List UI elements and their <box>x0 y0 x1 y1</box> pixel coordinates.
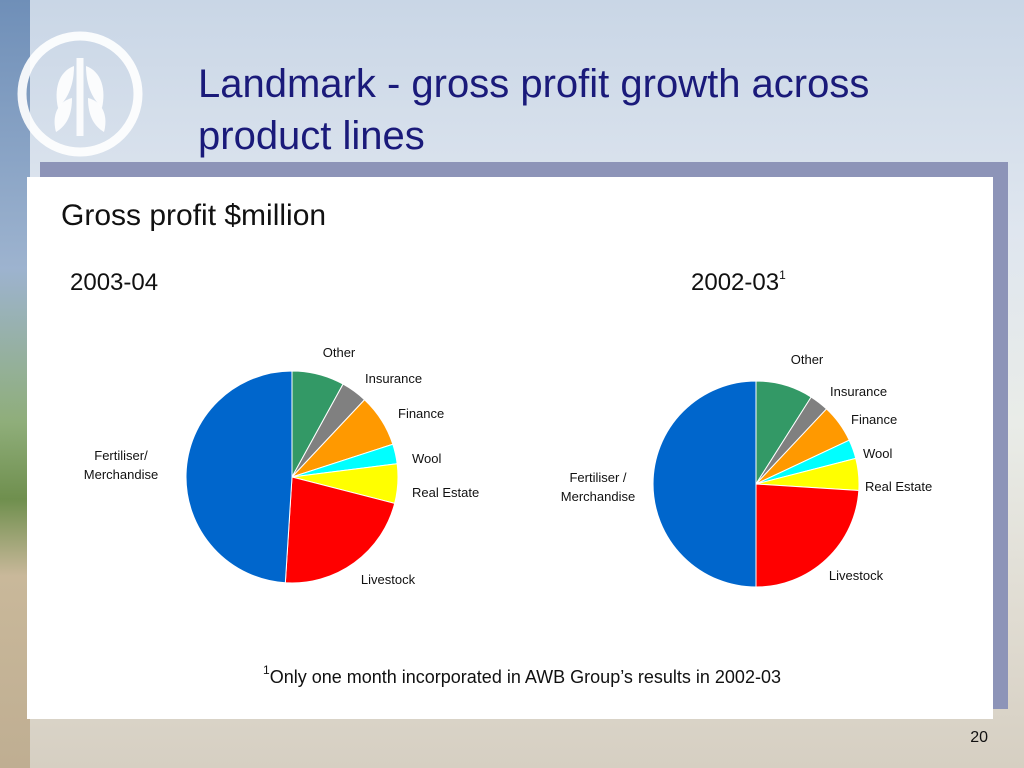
pie-title-text: 2003-04 <box>70 269 159 296</box>
pie-slice-livestock <box>755 483 860 588</box>
scenic-background-strip <box>0 0 30 768</box>
pie-label-wool: Wool <box>863 446 892 461</box>
pie-label-finance: Finance <box>398 406 444 421</box>
pie-label-fertiliser-merchandise: Fertiliser/Merchandise <box>84 448 158 482</box>
pie-title-text: 2002-03 <box>691 269 780 296</box>
pie-label-livestock: Livestock <box>829 568 884 583</box>
pie-chart-2003-04: Other Insurance Finance Wool Real Estate Live… <box>84 345 479 587</box>
pie-label-insurance: Insurance <box>830 384 887 399</box>
wheat-sheaf-logo-icon <box>17 31 143 157</box>
footnote: 1Only one month incorporated in AWB Grou… <box>263 663 781 688</box>
pie-label-fertiliser-merchandise: Fertiliser / Merchandise <box>561 470 635 504</box>
pie-title-2003-04: 2003-04 <box>70 269 158 297</box>
pie-label-finance: Finance <box>851 412 897 427</box>
slide-title: Landmark - gross profit growth across pr… <box>198 62 870 158</box>
pie-title-2002-03: 2002-031 <box>691 268 786 297</box>
pie-label-real-estate: Real Estate <box>865 479 932 494</box>
pie-chart-2002-03: Other Insurance Finance Wool Real Estate Live… <box>561 352 932 588</box>
pie-label-insurance: Insurance <box>365 371 422 386</box>
pie-label-livestock: Livestock <box>361 572 416 587</box>
pie-label-other: Other <box>323 345 356 360</box>
pie-label-other: Other <box>791 352 824 367</box>
pie-label-wool: Wool <box>412 451 441 466</box>
page-number: 20 <box>970 729 988 746</box>
chart-panel: Gross profit $million 2003-04 2002-031 O… <box>27 177 993 719</box>
chart-subtitle: Gross profit $million <box>61 199 327 232</box>
pie-charts: Other Insurance Finance Wool Real Estate Live… <box>84 345 932 588</box>
footnote-text: Only one month incorporated in AWB Group… <box>269 667 781 687</box>
pie-slice-fertiliser-merchandise <box>185 370 293 584</box>
footnote-marker: 1 <box>263 663 270 677</box>
pie-label-real-estate: Real Estate <box>412 485 479 500</box>
footnote-reference: 1 <box>779 268 786 282</box>
pie-slice-fertiliser-merchandise <box>652 380 757 588</box>
pie-slice-livestock <box>284 476 396 584</box>
